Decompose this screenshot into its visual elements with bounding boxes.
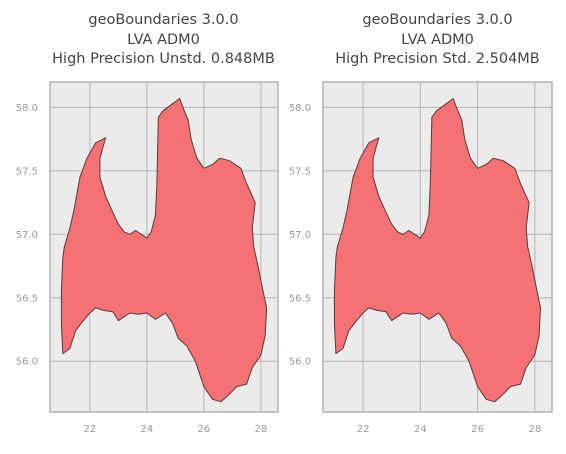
panel-2-title: geoBoundaries 3.0.0 LVA ADM0 High Precis… xyxy=(322,11,553,70)
y-tick-label: 56.5 xyxy=(16,293,38,304)
y-tick-label: 57.0 xyxy=(289,230,311,241)
y-tick-label: 57.0 xyxy=(16,230,38,241)
x-tick-label: 24 xyxy=(414,424,427,435)
y-tick-label: 58.0 xyxy=(16,103,38,114)
x-tick-label: 22 xyxy=(357,424,370,435)
y-tick-label: 58.0 xyxy=(289,103,311,114)
y-tick-label: 57.5 xyxy=(289,166,311,177)
x-tick-label: 22 xyxy=(84,424,97,435)
panel-2-title-line-1: geoBoundaries 3.0.0 xyxy=(362,12,513,28)
x-tick-label: 26 xyxy=(471,424,484,435)
y-tick-label: 56.5 xyxy=(289,293,311,304)
x-tick-label: 28 xyxy=(528,424,541,435)
x-tick-label: 28 xyxy=(255,424,268,435)
country-boundary-shape xyxy=(60,98,268,403)
x-tick-label: 24 xyxy=(141,424,154,435)
panel-2-title-line-2: LVA ADM0 xyxy=(401,31,474,48)
panel-1-title: geoBoundaries 3.0.0 LVA ADM0 High Precis… xyxy=(48,11,279,70)
country-boundary-shape xyxy=(333,98,541,403)
panel-1-frame xyxy=(49,81,279,413)
panel-2-frame xyxy=(322,81,553,413)
panel-1-title-line-3: High Precision Unstd. 0.848MB xyxy=(52,51,275,67)
x-tick-label: 26 xyxy=(198,424,211,435)
y-tick-label: 56.0 xyxy=(289,357,311,368)
panel-2-title-line-3: High Precision Std. 2.504MB xyxy=(335,51,540,67)
y-tick-label: 56.0 xyxy=(16,357,38,368)
panel-1-title-line-2: LVA ADM0 xyxy=(127,31,200,48)
y-tick-label: 57.5 xyxy=(16,166,38,177)
panel-1-title-line-1: geoBoundaries 3.0.0 xyxy=(88,12,239,28)
